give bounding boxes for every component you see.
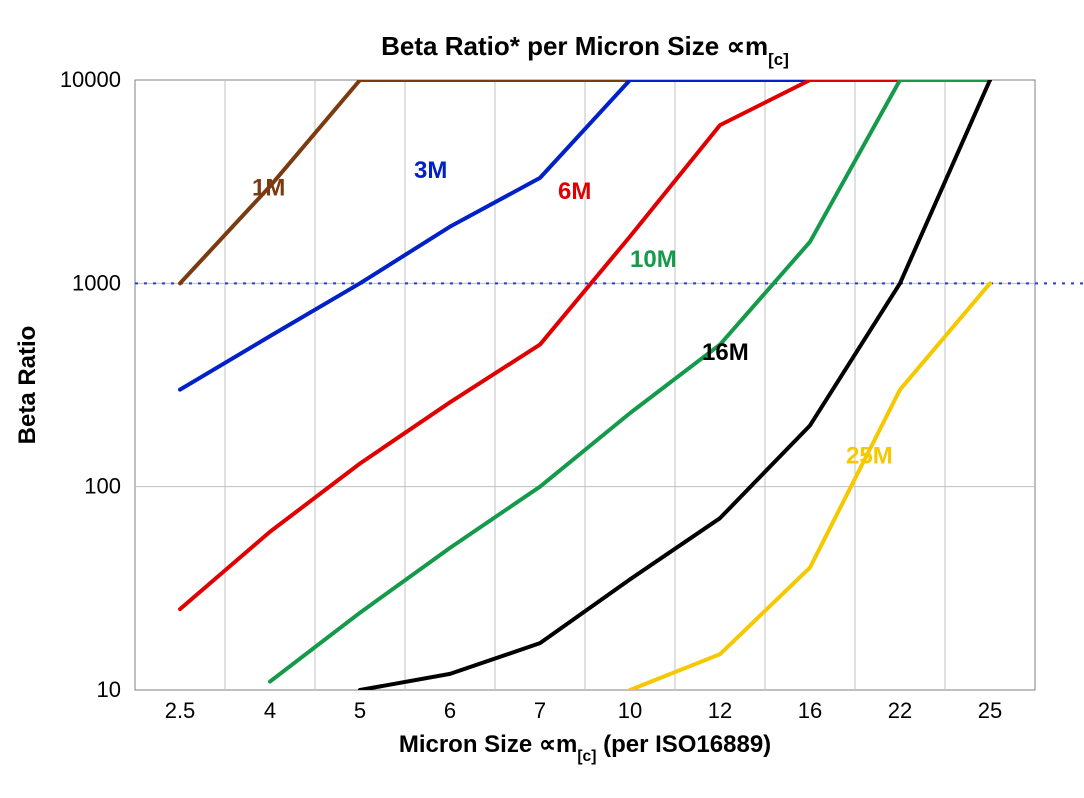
series-label-3M: 3M — [414, 157, 447, 184]
xtick-label: 5 — [354, 698, 366, 723]
series-label-6M: 6M — [558, 178, 591, 205]
xtick-label: 10 — [618, 698, 642, 723]
series-label-25M: 25M — [846, 442, 893, 469]
series-label-1M: 1M — [252, 175, 285, 202]
series-label-10M: 10M — [630, 246, 677, 273]
ytick-label: 10 — [97, 677, 121, 702]
series-label-16M: 16M — [702, 339, 749, 366]
ytick-label: 10000 — [60, 67, 121, 92]
xtick-label: 2.5 — [165, 698, 196, 723]
xtick-label: 22 — [888, 698, 912, 723]
chart-svg: 1M 3M 6M 10M 16M 25M 10 100 1000 10000 2.5 4 5 6 7 10 12… — [0, 0, 1084, 798]
y-axis-label: Beta Ratio — [14, 326, 41, 445]
ytick-label: 100 — [84, 474, 121, 499]
ytick-label: 1000 — [72, 270, 121, 295]
xtick-label: 16 — [798, 698, 822, 723]
xtick-label: 4 — [264, 698, 276, 723]
xtick-label: 12 — [708, 698, 732, 723]
xtick-label: 7 — [534, 698, 546, 723]
xtick-label: 6 — [444, 698, 456, 723]
beta-ratio-chart: 1M 3M 6M 10M 16M 25M 10 100 1000 10000 2.5 4 5 6 7 10 12… — [0, 0, 1084, 798]
xtick-label: 25 — [978, 698, 1002, 723]
